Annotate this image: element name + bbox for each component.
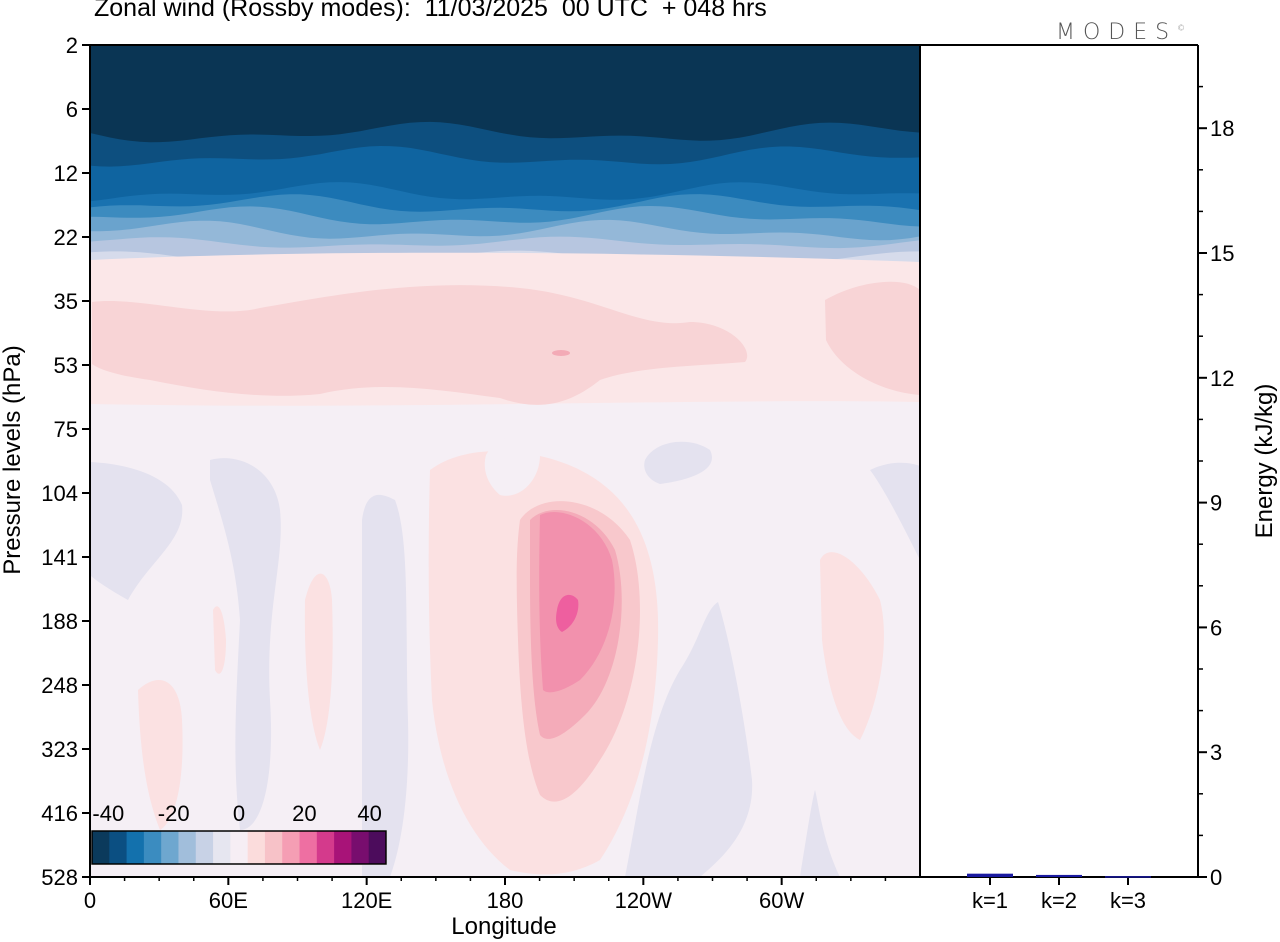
x-axis: 0 60E 120E 180 120W 60W — [84, 877, 887, 913]
x-tick-label: 60W — [759, 888, 804, 913]
energy-bars: 0 3 6 9 12 15 18 k=1 k=2 k=3 — [967, 85, 1234, 913]
chart-title: Zonal wind (Rossby modes): 11/03/2025 00… — [94, 0, 767, 22]
y-tick-label: 141 — [41, 545, 78, 570]
negative-wind-region-0 — [90, 462, 183, 600]
energy-category-label: k=3 — [1110, 888, 1146, 913]
energy-bar-k=2 — [1036, 874, 1082, 877]
negative-wind-region-6 — [870, 462, 920, 560]
y-tick-label: 35 — [54, 289, 78, 314]
y-axis: 2 6 12 22 35 53 75 104 141 188 248 323 416 528 — [41, 33, 90, 890]
y-tick-label: 104 — [41, 481, 78, 506]
colorbar-label: 0 — [233, 801, 245, 826]
y-tick-label: 2 — [66, 33, 78, 58]
y-tick-label: 22 — [54, 225, 78, 250]
energy-category-label: k=1 — [972, 888, 1008, 913]
y-tick-label: 416 — [41, 801, 78, 826]
y-tick-label: 188 — [41, 609, 78, 634]
weak-positive-wind-region-2 — [213, 606, 226, 674]
x-tick-label: 0 — [84, 888, 96, 913]
colorbar-swatch — [161, 831, 179, 864]
colorbar-swatch — [92, 831, 110, 864]
energy-bar-k=3 — [1105, 876, 1151, 878]
colorbar-swatch — [316, 831, 335, 864]
y-tick-label: 75 — [54, 417, 78, 442]
energy-tick-label: 0 — [1210, 865, 1222, 890]
colorbar-swatch — [247, 831, 266, 864]
modes-logo: MODES© — [1056, 20, 1185, 45]
x-tick-label: 120E — [341, 888, 392, 913]
energy-tick-label: 3 — [1210, 740, 1222, 765]
y-tick-label: 12 — [54, 161, 78, 186]
colorbar-swatch — [230, 831, 249, 864]
energy-panel — [920, 45, 1198, 877]
colorbar-frame — [91, 830, 387, 865]
energy-category-label: k=2 — [1041, 888, 1077, 913]
negative-wind-region-3 — [644, 441, 712, 484]
small-positive-spot — [552, 350, 570, 356]
y-tick-label: 6 — [66, 97, 78, 122]
colorbar-swatch — [351, 831, 370, 864]
energy-tick-label: 6 — [1210, 615, 1222, 640]
energy-tick-label: 12 — [1210, 366, 1234, 391]
y-tick-label: 323 — [41, 737, 78, 762]
colorbar-swatch — [264, 831, 283, 864]
colorbar-swatch — [368, 831, 387, 864]
brand-text: MODES — [1056, 20, 1178, 45]
colorbar-swatch — [334, 831, 352, 864]
brand-mark: © — [1177, 23, 1186, 33]
energy-tick-label: 15 — [1210, 241, 1234, 266]
colorbar: -40 -20 0 20 40 — [91, 801, 387, 865]
energy-tick-label: 18 — [1210, 116, 1234, 141]
colorbar-label: -20 — [158, 801, 190, 826]
colorbar-swatch — [213, 831, 231, 864]
wind-contour-band-mid-1 — [92, 285, 748, 405]
weak-positive-wind-region-1 — [304, 573, 333, 750]
negative-wind-region-2 — [362, 494, 409, 877]
y-tick-label: 248 — [41, 673, 78, 698]
wind-contour-band-mid-2 — [825, 281, 920, 395]
colorbar-label: -40 — [92, 801, 124, 826]
zonal-wind-heatmap — [90, 45, 920, 877]
x-tick-label: 60E — [209, 888, 248, 913]
colorbar-label: 20 — [292, 801, 316, 826]
colorbar-swatch — [178, 831, 197, 864]
colorbar-swatch — [299, 831, 318, 864]
colorbar-swatch — [282, 831, 301, 864]
colorbar-swatch — [109, 831, 128, 864]
negative-wind-region-4 — [625, 602, 753, 877]
colorbar-swatch — [126, 831, 145, 864]
y-axis-label: Pressure levels (hPa) — [0, 345, 26, 574]
energy-tick-label: 9 — [1210, 491, 1222, 516]
negative-wind-region-1 — [210, 458, 281, 830]
energy-bar-k=1 — [967, 873, 1013, 877]
colorbar-swatch — [195, 831, 214, 864]
wind-contour-band-upper-0 — [90, 45, 920, 143]
y-tick-label: 528 — [41, 865, 78, 890]
jet-contour-4 — [556, 594, 579, 632]
x-tick-label: 120W — [615, 888, 673, 913]
colorbar-swatch — [143, 831, 162, 864]
weak-positive-wind-region-3 — [820, 552, 884, 740]
jet-hole — [484, 436, 540, 496]
colorbar-label: 40 — [357, 801, 381, 826]
x-tick-label: 180 — [487, 888, 524, 913]
negative-wind-region-5 — [800, 790, 840, 877]
energy-axis-label: Energy (kJ/kg) — [1251, 384, 1278, 539]
weak-positive-wind-region-0 — [138, 680, 183, 830]
y-tick-label: 53 — [54, 353, 78, 378]
x-axis-label: Longitude — [451, 913, 556, 940]
